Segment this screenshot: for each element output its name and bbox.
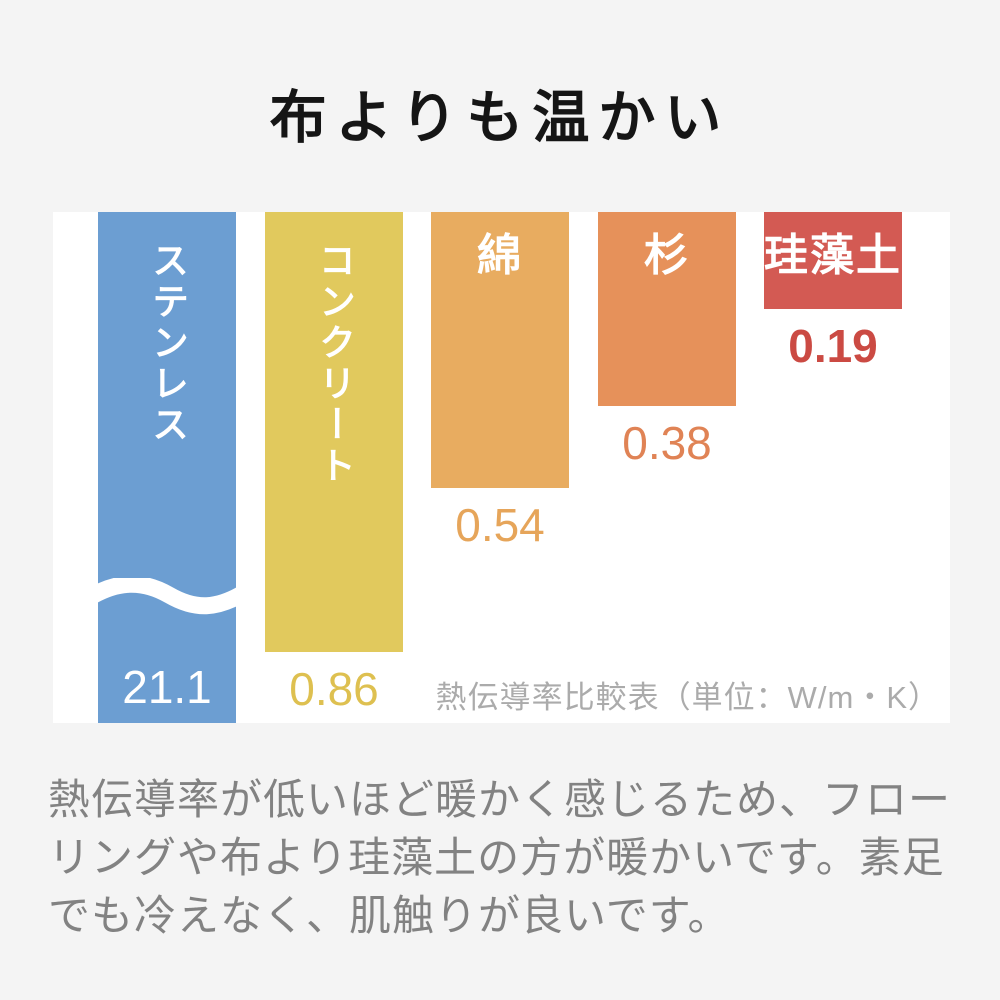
description-line-1: 熱伝導率が低いほど暖かく感じるため、フロー	[48, 776, 952, 823]
description-line-2: リングや布より珪藻土の方が暖かいです。素足	[48, 834, 945, 881]
bar-value-diatomite: 0.19	[788, 320, 878, 372]
chart-panel: ステンレス 21.1 0.86 コンクリート 0.54 綿 0.38 杉 0.19 珪藻土 熱伝導…	[53, 212, 950, 723]
bar-stainless: ステンレス 21.1	[98, 212, 236, 723]
bar-cedar: 杉	[598, 212, 736, 406]
axis-break-wave-icon	[98, 575, 236, 623]
bar-label-concrete: コンクリート	[313, 241, 355, 487]
bar-value-cotton: 0.54	[455, 499, 545, 551]
bar-value-stainless: 21.1	[122, 661, 212, 713]
description-text: 熱伝導率が低いほど暖かく感じるため、フロー リングや布より珪藻土の方が暖かいです…	[48, 771, 951, 945]
bar-value-concrete: 0.86	[289, 663, 379, 715]
page-title: 布よりも温かい	[269, 87, 731, 150]
bar-label-cedar: 杉	[644, 231, 690, 280]
bar-label-stainless: ステンレス	[146, 241, 188, 446]
bar-label-diatomite: 珪藻土	[764, 231, 902, 280]
bar-label-cotton: 綿	[477, 231, 523, 280]
bar-diatomite: 珪藻土	[764, 212, 902, 309]
bar-value-cedar: 0.38	[622, 417, 712, 469]
description-line-3: でも冷えなく、肌触りが良いです。	[48, 892, 731, 939]
bar-cotton: 綿	[431, 212, 569, 488]
bar-concrete: コンクリート	[265, 212, 403, 652]
chart-caption: 熱伝導率比較表（単位：W/m・K）	[435, 679, 940, 715]
